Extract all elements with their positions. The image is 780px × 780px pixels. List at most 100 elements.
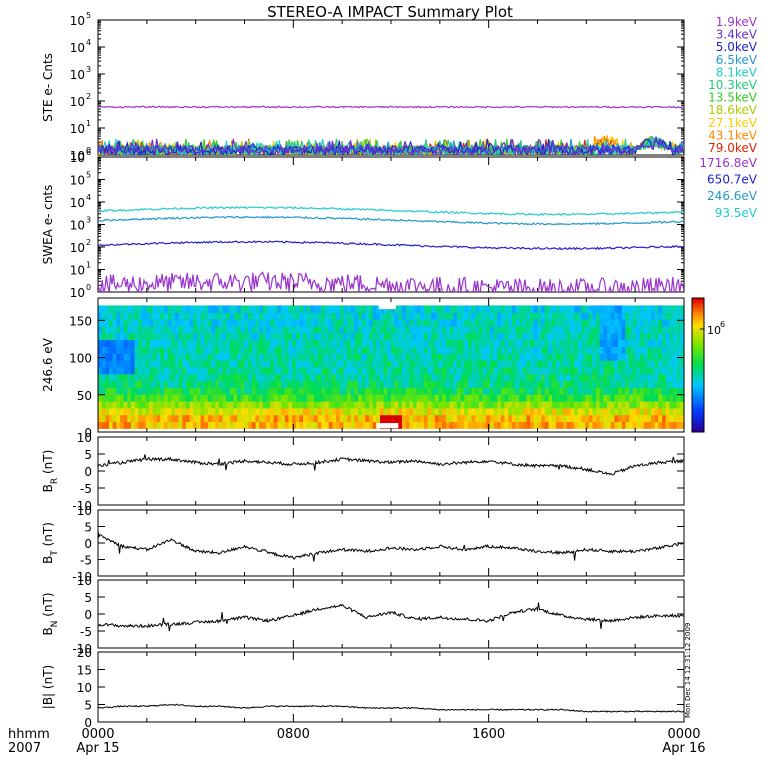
pitch-cell <box>101 319 106 327</box>
pitch-cell <box>218 414 224 423</box>
pitch-cell <box>332 360 337 368</box>
pitch-cell <box>588 407 594 416</box>
pitch-cell <box>636 421 641 429</box>
pitch-cell <box>163 414 169 423</box>
pitch-cell <box>163 312 169 320</box>
pitch-cell <box>145 360 150 368</box>
pitch-cell <box>339 407 344 416</box>
pitch-cell <box>284 400 290 409</box>
pitch-cell <box>306 346 312 354</box>
pitch-cell <box>149 400 154 409</box>
pitch-cell <box>244 380 249 388</box>
pitch-cell <box>475 339 480 347</box>
pitch-cell <box>156 360 161 368</box>
pitch-cell <box>189 407 194 416</box>
pitch-cell <box>603 394 608 402</box>
pitch-cell <box>456 360 462 368</box>
pitch-cell <box>105 373 110 382</box>
pitch-cell <box>475 360 480 368</box>
pitch-cell <box>625 394 630 402</box>
swea-y-tick-label: 10 <box>70 286 85 300</box>
pitch-cell <box>522 394 528 402</box>
pitch-cell <box>127 387 132 395</box>
pitch-cell <box>570 421 575 429</box>
pitch-cell <box>669 373 674 382</box>
pitch-cell <box>207 407 213 416</box>
pitch-cell <box>478 325 484 334</box>
pitch-cell <box>533 366 539 375</box>
pitch-cell <box>449 373 454 382</box>
pitch-cell <box>511 380 517 388</box>
pitch-cell <box>321 325 326 334</box>
pitch-cell <box>504 400 509 409</box>
pitch-cell <box>369 394 374 402</box>
pitch-cell <box>244 312 249 320</box>
pitch-cell <box>555 373 561 382</box>
pitch-cell <box>299 400 304 409</box>
pitch-cell <box>680 325 685 334</box>
pitch-cell <box>215 394 220 402</box>
pitch-cell <box>361 332 366 341</box>
pitch-cell <box>317 312 323 320</box>
pitch-cell <box>116 353 121 361</box>
pitch-cell <box>409 325 414 334</box>
colorbar-segment <box>692 370 704 373</box>
pitch-cell <box>189 339 194 347</box>
pitch-cell <box>101 380 106 388</box>
pitch-cell <box>647 319 652 327</box>
pitch-cell <box>651 360 656 368</box>
pitch-cell <box>163 407 169 416</box>
pitch-cell <box>347 373 352 382</box>
pitch-cell <box>636 366 641 375</box>
pitch-cell <box>361 353 366 361</box>
pitch-cell <box>339 394 344 402</box>
pitch-cell <box>185 319 191 327</box>
pitch-cell <box>196 394 202 402</box>
pitch-cell <box>218 387 224 395</box>
pitch-cell <box>508 332 513 341</box>
pitch-cell <box>486 332 491 341</box>
pitch-cell <box>493 400 498 409</box>
pitch-cell <box>515 346 520 354</box>
pitch-cell <box>559 360 564 368</box>
pitch-cell <box>566 366 572 375</box>
pitch-cell <box>361 380 366 388</box>
pitch-data-gap <box>376 423 399 429</box>
pitch-cell <box>343 407 348 416</box>
pitch-cell <box>662 346 667 354</box>
pitch-cell <box>200 360 205 368</box>
colorbar-segment <box>692 368 704 371</box>
pitch-cell <box>108 332 114 341</box>
pitch-cell <box>149 380 154 388</box>
pitch-cell <box>453 305 458 313</box>
pitch-cell <box>387 353 392 361</box>
pitch-cell <box>581 325 586 334</box>
pitch-cell <box>599 394 605 402</box>
pitch-cell <box>398 339 403 347</box>
pitch-cell <box>537 366 542 375</box>
pitch-cell <box>149 360 154 368</box>
pitch-cell <box>218 380 224 388</box>
pitch-cell <box>632 400 637 409</box>
pitch-cell <box>431 414 436 423</box>
pitch-cell <box>354 387 359 395</box>
pitch-cell <box>475 312 480 320</box>
pitch-cell <box>149 325 154 334</box>
pitch-cell <box>288 421 293 429</box>
pitch-cell <box>145 380 150 388</box>
pitch-cell <box>614 332 619 341</box>
pitch-cell <box>585 332 590 341</box>
pitch-cell <box>185 305 191 313</box>
pitch-cell <box>314 332 319 341</box>
pitch-cell <box>372 373 377 382</box>
pitch-cell <box>325 332 330 341</box>
pitch-cell <box>651 319 656 327</box>
pitch-cell <box>647 339 652 347</box>
pitch-cell <box>603 421 608 429</box>
pitch-cell <box>174 353 180 361</box>
pitch-cell <box>398 394 403 402</box>
pitch-cell <box>563 407 568 416</box>
pitch-cell <box>303 380 308 388</box>
ste-legend-entry: 18.6keV <box>708 103 758 117</box>
pitch-cell <box>134 312 139 320</box>
